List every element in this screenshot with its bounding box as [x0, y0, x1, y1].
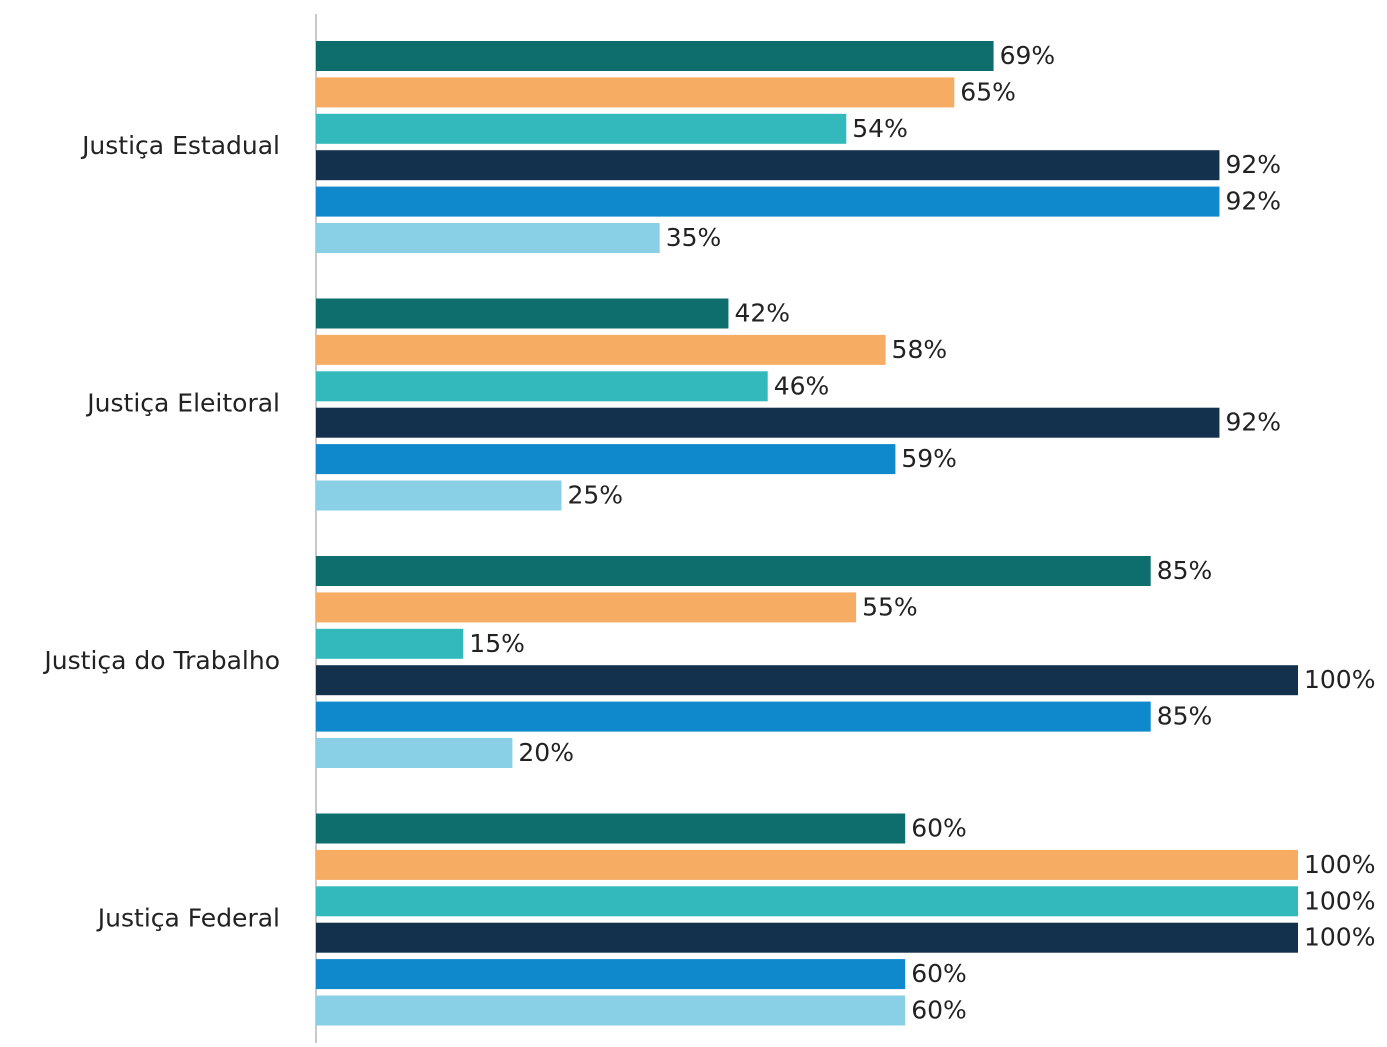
bar	[316, 922, 1298, 953]
category-label: Justiça Estadual	[80, 131, 280, 160]
bar	[316, 41, 994, 71]
bar	[316, 849, 1298, 880]
bar	[316, 480, 562, 511]
value-label: 46%	[774, 371, 830, 400]
value-label: 69%	[1000, 41, 1056, 70]
bar	[316, 334, 886, 365]
value-label: 20%	[518, 738, 574, 767]
value-label: 42%	[734, 299, 790, 328]
bar	[316, 150, 1220, 181]
value-label: 92%	[1225, 150, 1281, 179]
bar	[316, 444, 896, 475]
value-label: 100%	[1304, 923, 1375, 952]
bar	[316, 298, 729, 329]
category-label: Justiça Eleitoral	[85, 389, 280, 418]
bar	[316, 113, 847, 144]
bar	[316, 186, 1220, 217]
value-label: 35%	[666, 223, 722, 252]
value-label: 85%	[1157, 702, 1213, 731]
value-label: 55%	[862, 592, 918, 621]
bar	[316, 813, 906, 844]
bar	[316, 886, 1298, 917]
bar	[316, 995, 906, 1026]
value-label: 60%	[911, 814, 967, 843]
value-label: 60%	[911, 996, 967, 1025]
bar	[316, 959, 906, 990]
value-label: 100%	[1304, 850, 1375, 879]
value-label: 59%	[901, 444, 957, 473]
value-label: 92%	[1225, 408, 1281, 437]
value-label: 54%	[852, 114, 908, 143]
value-label: 65%	[960, 77, 1016, 106]
value-label: 92%	[1225, 187, 1281, 216]
bar	[316, 556, 1151, 586]
bar	[316, 738, 513, 768]
value-label: 100%	[1304, 665, 1375, 694]
bar	[316, 665, 1298, 696]
value-label: 58%	[892, 335, 948, 364]
value-label: 15%	[469, 629, 525, 658]
bar	[316, 77, 955, 108]
bar	[316, 701, 1151, 732]
bar	[316, 407, 1220, 438]
value-label: 60%	[911, 959, 967, 988]
category-label: Justiça Federal	[96, 904, 280, 933]
bar	[316, 371, 768, 402]
bar	[316, 223, 660, 253]
category-label: Justiça do Trabalho	[42, 646, 280, 675]
value-label: 85%	[1157, 556, 1213, 585]
bar	[316, 592, 857, 623]
value-label: 100%	[1304, 886, 1375, 915]
bar	[316, 628, 464, 659]
value-label: 25%	[568, 481, 624, 510]
